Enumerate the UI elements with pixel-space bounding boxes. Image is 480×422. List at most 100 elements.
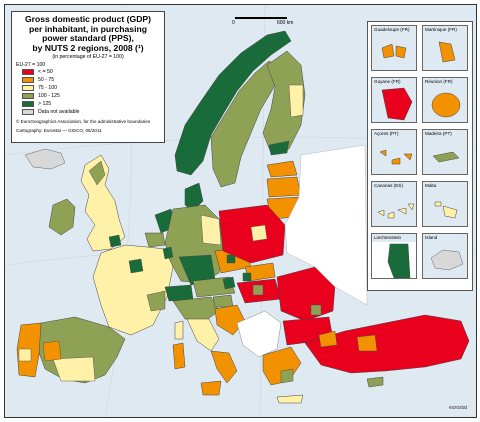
region-france [92, 244, 174, 336]
region-germany-east [200, 214, 222, 246]
inset-panel: Guadeloupe (FR) Martinique (FR) Guyane (… [367, 21, 473, 291]
inset-label-liechtenstein: Liechtenstein [374, 235, 402, 240]
inset-liechtenstein: Liechtenstein [371, 233, 417, 279]
scale-bar: 0 600 km [231, 11, 297, 26]
scale-zero: 0 [232, 20, 235, 26]
region-corsica [174, 320, 184, 340]
legend-label-1: < = 50 [38, 69, 53, 76]
legend-class-1: < = 50 [22, 68, 160, 76]
region-italy-centre [186, 318, 220, 352]
inset-label-island: Ísland [425, 235, 438, 240]
inset-label-guadeloupe: Guadeloupe (FR) [374, 27, 410, 32]
region-extremadura [42, 340, 62, 362]
region-ile-de-france [128, 258, 144, 274]
eurostat-logo: eurostat [449, 405, 468, 411]
inset-malta: Malta [422, 181, 468, 227]
region-crete [276, 394, 304, 404]
inset-shape-madeira [432, 151, 460, 163]
legend-subtitle: (in percentage of EU-27 = 100) [52, 54, 124, 61]
legend-class-3: 75 - 100 [22, 84, 160, 92]
inset-shape-guyane [381, 87, 413, 121]
region-sardinia [172, 342, 186, 370]
region-rhone-alpes [146, 290, 166, 312]
legend-label-5: > 125 [38, 101, 52, 108]
legend-label-2: 50 - 75 [38, 77, 55, 84]
legend-swatch-4 [22, 93, 34, 100]
inset-shape-acores [379, 149, 413, 165]
region-ireland [48, 198, 76, 236]
map-frame: Gross domestic product (GDP) per inhabit… [4, 4, 477, 418]
region-sicily [200, 380, 222, 396]
map-legend: Gross domestic product (GDP) per inhabit… [11, 11, 165, 143]
region-spain-south [52, 356, 96, 382]
region-scotland [88, 160, 106, 186]
inset-shape-malta [434, 201, 458, 219]
inset-label-guyane: Guyane (FR) [374, 79, 401, 84]
region-switzerland [164, 284, 194, 302]
region-lux [162, 246, 174, 260]
region-lisbon [18, 348, 32, 362]
legend-footnote-copyright: © EuroGeographics Association, for the a… [16, 119, 151, 125]
region-norway [174, 30, 292, 176]
region-uk [80, 154, 126, 252]
region-london [108, 234, 122, 248]
inset-shape-martinique [438, 41, 456, 63]
inset-label-canarias: Canarias (ES) [374, 183, 403, 188]
inset-label-reunion: Réunion (FR) [425, 79, 453, 84]
legend-class-4: 100 - 125 [22, 92, 160, 100]
region-italy-north [172, 296, 220, 322]
scale-bar-line [235, 17, 287, 19]
region-estonia [266, 160, 298, 178]
region-cyprus [366, 376, 384, 388]
legend-label-4: 100 - 125 [38, 93, 60, 100]
region-iceland [24, 148, 66, 170]
legend-title: Gross domestic product (GDP) per inhabit… [24, 14, 152, 53]
region-vienna [222, 276, 236, 290]
inset-madeira: Madeira (PT) [422, 129, 468, 175]
region-eastern-europe [284, 144, 368, 306]
legend-swatch-5 [22, 101, 34, 108]
legend-label-3: 75 - 100 [38, 85, 58, 92]
region-belgium [144, 232, 166, 248]
inset-reunion: Réunion (FR) [422, 77, 468, 123]
inset-label-malta: Malta [425, 183, 437, 188]
legend-class-6: Data not available [22, 108, 160, 116]
region-budapest [252, 284, 264, 296]
legend-footnote-cartography: Cartography: Eurostat — GISCO, 05/2011 [16, 128, 102, 134]
inset-island: Ísland [422, 233, 468, 279]
region-helsinki [268, 140, 290, 156]
scale-max: 600 km [277, 20, 294, 26]
region-istanbul [318, 330, 338, 348]
region-italy-south [210, 350, 238, 384]
region-latvia [266, 176, 302, 198]
region-turkey [304, 314, 470, 374]
inset-shape-liechtenstein [372, 242, 416, 278]
inset-shape-island [430, 249, 464, 271]
inset-shape-guadeloupe [381, 43, 407, 59]
region-warsaw [250, 224, 268, 242]
region-bratislava [242, 272, 252, 282]
legend-label-6: Data not available [38, 109, 80, 116]
region-western-balkans [236, 310, 282, 358]
inset-shape-canarias [377, 203, 415, 219]
region-ankara [356, 334, 378, 352]
inset-shape-reunion [431, 92, 461, 118]
inset-guadeloupe: Guadeloupe (FR) [371, 25, 417, 71]
region-slovenia [212, 294, 234, 308]
legend-swatch-2 [22, 77, 34, 84]
region-finland [262, 50, 306, 154]
inset-label-madeira: Madeira (PT) [425, 131, 452, 136]
region-east-finland [288, 84, 304, 118]
legend-unit: EU-27 = 100 [16, 62, 46, 69]
region-sweden [210, 60, 282, 188]
region-bucharest [310, 304, 322, 316]
legend-swatch-3 [22, 85, 34, 92]
region-prague [226, 254, 236, 264]
inset-martinique: Martinique (FR) [422, 25, 468, 71]
inset-guyane: Guyane (FR) [371, 77, 417, 123]
legend-swatch-1 [22, 69, 34, 76]
inset-label-martinique: Martinique (FR) [425, 27, 457, 32]
legend-class-2: 50 - 75 [22, 76, 160, 84]
europe-map [5, 5, 476, 417]
legend-class-5: > 125 [22, 100, 160, 108]
